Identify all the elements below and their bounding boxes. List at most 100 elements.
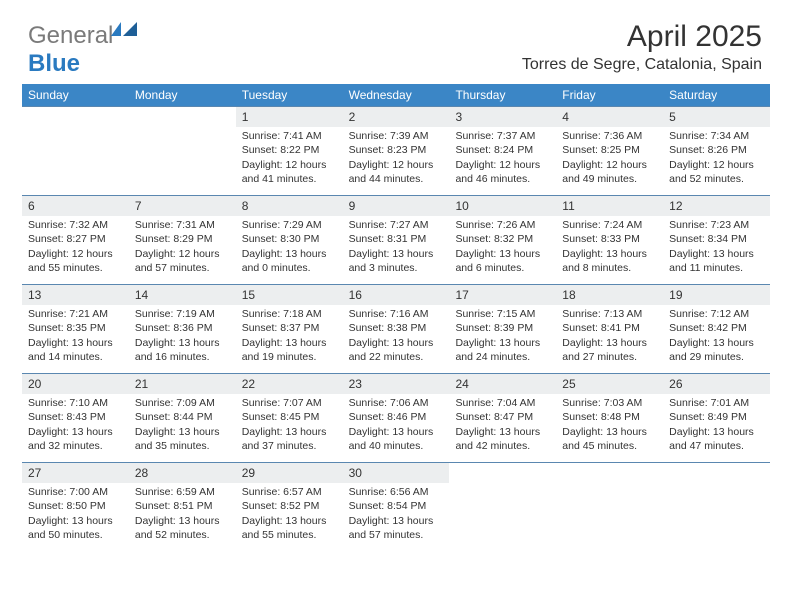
sunrise-text: Sunrise: 7:10 AM: [28, 396, 123, 410]
sunset-text: Sunset: 8:26 PM: [669, 143, 764, 157]
day-number: 8: [236, 196, 343, 216]
calendar-cell: 30Sunrise: 6:56 AMSunset: 8:54 PMDayligh…: [343, 463, 450, 551]
sunrise-text: Sunrise: 7:34 AM: [669, 129, 764, 143]
sunrise-text: Sunrise: 6:57 AM: [242, 485, 337, 499]
sunrise-text: Sunrise: 7:29 AM: [242, 218, 337, 232]
day-number: 24: [449, 374, 556, 394]
sunset-text: Sunset: 8:27 PM: [28, 232, 123, 246]
sunrise-text: Sunrise: 7:27 AM: [349, 218, 444, 232]
calendar-cell: [449, 463, 556, 551]
daylight-text: Daylight: 13 hours and 14 minutes.: [28, 336, 123, 364]
sunset-text: Sunset: 8:37 PM: [242, 321, 337, 335]
calendar-cell: 9Sunrise: 7:27 AMSunset: 8:31 PMDaylight…: [343, 196, 450, 284]
calendar-grid: Sunday Monday Tuesday Wednesday Thursday…: [22, 84, 770, 551]
daylight-text: Daylight: 13 hours and 19 minutes.: [242, 336, 337, 364]
brand-logo: General Blue: [28, 22, 137, 78]
daylight-text: Daylight: 13 hours and 27 minutes.: [562, 336, 657, 364]
sunset-text: Sunset: 8:22 PM: [242, 143, 337, 157]
daylight-text: Daylight: 12 hours and 52 minutes.: [669, 158, 764, 186]
sunrise-text: Sunrise: 7:26 AM: [455, 218, 550, 232]
sunrise-text: Sunrise: 7:41 AM: [242, 129, 337, 143]
day-details: Sunrise: 7:21 AMSunset: 8:35 PMDaylight:…: [22, 305, 129, 370]
sunrise-text: Sunrise: 7:00 AM: [28, 485, 123, 499]
sunrise-text: Sunrise: 7:04 AM: [455, 396, 550, 410]
sunrise-text: Sunrise: 7:03 AM: [562, 396, 657, 410]
daylight-text: Daylight: 12 hours and 55 minutes.: [28, 247, 123, 275]
sunrise-text: Sunrise: 7:16 AM: [349, 307, 444, 321]
sunset-text: Sunset: 8:39 PM: [455, 321, 550, 335]
day-details: Sunrise: 7:24 AMSunset: 8:33 PMDaylight:…: [556, 216, 663, 281]
sunset-text: Sunset: 8:48 PM: [562, 410, 657, 424]
daylight-text: Daylight: 13 hours and 6 minutes.: [455, 247, 550, 275]
sunrise-text: Sunrise: 7:18 AM: [242, 307, 337, 321]
calendar-cell: 3Sunrise: 7:37 AMSunset: 8:24 PMDaylight…: [449, 107, 556, 195]
sunrise-text: Sunrise: 7:39 AM: [349, 129, 444, 143]
daylight-text: Daylight: 13 hours and 16 minutes.: [135, 336, 230, 364]
calendar-cell: 23Sunrise: 7:06 AMSunset: 8:46 PMDayligh…: [343, 374, 450, 462]
daylight-text: Daylight: 13 hours and 37 minutes.: [242, 425, 337, 453]
day-of-week-header: Sunday Monday Tuesday Wednesday Thursday…: [22, 84, 770, 106]
sunrise-text: Sunrise: 7:06 AM: [349, 396, 444, 410]
day-number: 4: [556, 107, 663, 127]
day-details: Sunrise: 7:04 AMSunset: 8:47 PMDaylight:…: [449, 394, 556, 459]
day-number: 23: [343, 374, 450, 394]
day-details: Sunrise: 6:56 AMSunset: 8:54 PMDaylight:…: [343, 483, 450, 548]
sunset-text: Sunset: 8:23 PM: [349, 143, 444, 157]
calendar-cell: 20Sunrise: 7:10 AMSunset: 8:43 PMDayligh…: [22, 374, 129, 462]
sunset-text: Sunset: 8:30 PM: [242, 232, 337, 246]
day-details: Sunrise: 7:15 AMSunset: 8:39 PMDaylight:…: [449, 305, 556, 370]
daylight-text: Daylight: 13 hours and 0 minutes.: [242, 247, 337, 275]
calendar-cell: 22Sunrise: 7:07 AMSunset: 8:45 PMDayligh…: [236, 374, 343, 462]
sunset-text: Sunset: 8:36 PM: [135, 321, 230, 335]
calendar-week: 20Sunrise: 7:10 AMSunset: 8:43 PMDayligh…: [22, 373, 770, 462]
calendar-cell: 13Sunrise: 7:21 AMSunset: 8:35 PMDayligh…: [22, 285, 129, 373]
sunrise-text: Sunrise: 7:09 AM: [135, 396, 230, 410]
daylight-text: Daylight: 13 hours and 8 minutes.: [562, 247, 657, 275]
day-details: Sunrise: 7:16 AMSunset: 8:38 PMDaylight:…: [343, 305, 450, 370]
daylight-text: Daylight: 12 hours and 57 minutes.: [135, 247, 230, 275]
sunset-text: Sunset: 8:47 PM: [455, 410, 550, 424]
daylight-text: Daylight: 13 hours and 29 minutes.: [669, 336, 764, 364]
calendar-cell: [556, 463, 663, 551]
location-subtitle: Torres de Segre, Catalonia, Spain: [522, 56, 762, 74]
calendar-week: 27Sunrise: 7:00 AMSunset: 8:50 PMDayligh…: [22, 462, 770, 551]
calendar-cell: 25Sunrise: 7:03 AMSunset: 8:48 PMDayligh…: [556, 374, 663, 462]
day-details: Sunrise: 7:13 AMSunset: 8:41 PMDaylight:…: [556, 305, 663, 370]
calendar-cell: 2Sunrise: 7:39 AMSunset: 8:23 PMDaylight…: [343, 107, 450, 195]
dow-saturday: Saturday: [663, 84, 770, 106]
day-details: Sunrise: 7:32 AMSunset: 8:27 PMDaylight:…: [22, 216, 129, 281]
calendar-cell: 19Sunrise: 7:12 AMSunset: 8:42 PMDayligh…: [663, 285, 770, 373]
sunset-text: Sunset: 8:49 PM: [669, 410, 764, 424]
logo-text-blue: Blue: [28, 50, 80, 77]
calendar-cell: 10Sunrise: 7:26 AMSunset: 8:32 PMDayligh…: [449, 196, 556, 284]
sunset-text: Sunset: 8:42 PM: [669, 321, 764, 335]
daylight-text: Daylight: 12 hours and 41 minutes.: [242, 158, 337, 186]
day-details: Sunrise: 7:41 AMSunset: 8:22 PMDaylight:…: [236, 127, 343, 192]
daylight-text: Daylight: 13 hours and 42 minutes.: [455, 425, 550, 453]
sunrise-text: Sunrise: 7:23 AM: [669, 218, 764, 232]
header: April 2025 Torres de Segre, Catalonia, S…: [522, 20, 762, 74]
calendar-cell: 16Sunrise: 7:16 AMSunset: 8:38 PMDayligh…: [343, 285, 450, 373]
day-details: Sunrise: 7:36 AMSunset: 8:25 PMDaylight:…: [556, 127, 663, 192]
day-number: 19: [663, 285, 770, 305]
calendar-cell: [663, 463, 770, 551]
day-details: Sunrise: 7:10 AMSunset: 8:43 PMDaylight:…: [22, 394, 129, 459]
day-number: 25: [556, 374, 663, 394]
sunset-text: Sunset: 8:29 PM: [135, 232, 230, 246]
day-number: 11: [556, 196, 663, 216]
sunset-text: Sunset: 8:52 PM: [242, 499, 337, 513]
day-details: Sunrise: 7:18 AMSunset: 8:37 PMDaylight:…: [236, 305, 343, 370]
sunset-text: Sunset: 8:33 PM: [562, 232, 657, 246]
sunrise-text: Sunrise: 6:59 AM: [135, 485, 230, 499]
dow-thursday: Thursday: [449, 84, 556, 106]
calendar-cell: [129, 107, 236, 195]
daylight-text: Daylight: 13 hours and 52 minutes.: [135, 514, 230, 542]
sunrise-text: Sunrise: 7:36 AM: [562, 129, 657, 143]
daylight-text: Daylight: 12 hours and 49 minutes.: [562, 158, 657, 186]
day-number: 30: [343, 463, 450, 483]
day-details: Sunrise: 7:09 AMSunset: 8:44 PMDaylight:…: [129, 394, 236, 459]
calendar-cell: 29Sunrise: 6:57 AMSunset: 8:52 PMDayligh…: [236, 463, 343, 551]
day-details: Sunrise: 7:00 AMSunset: 8:50 PMDaylight:…: [22, 483, 129, 548]
day-details: Sunrise: 7:39 AMSunset: 8:23 PMDaylight:…: [343, 127, 450, 192]
calendar-cell: 21Sunrise: 7:09 AMSunset: 8:44 PMDayligh…: [129, 374, 236, 462]
